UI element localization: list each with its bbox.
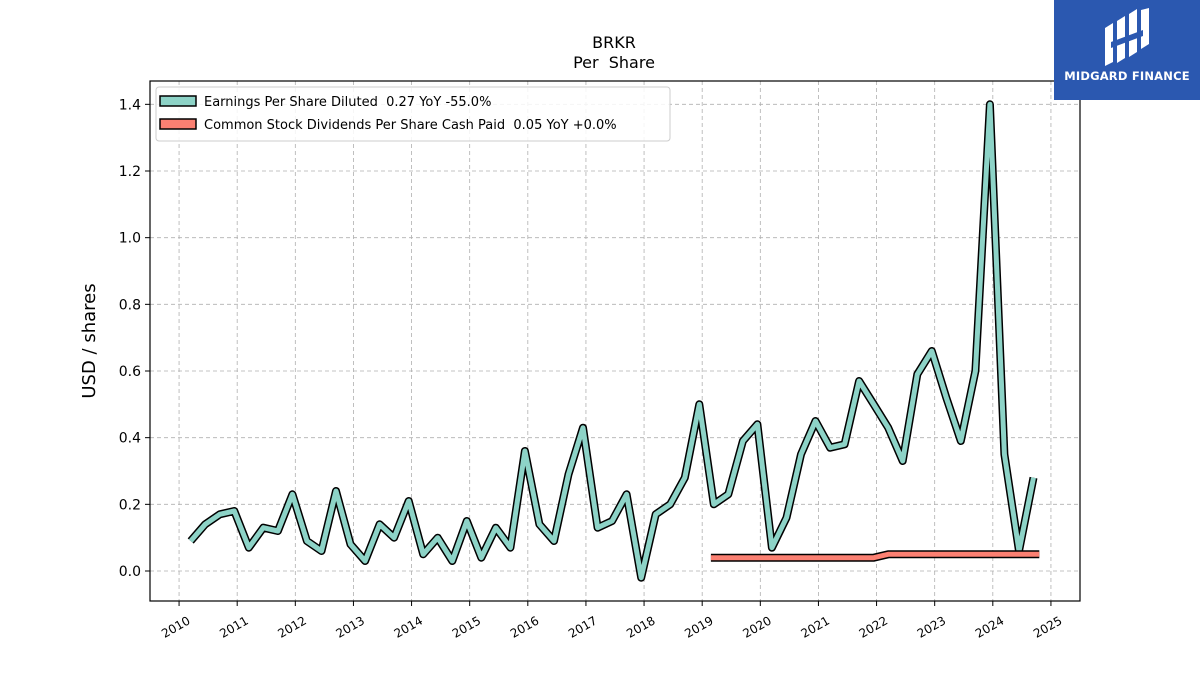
x-tick-label: 2018 xyxy=(624,613,657,640)
series-1-line xyxy=(188,101,1036,581)
y-axis-label: USD / shares xyxy=(79,283,100,398)
y-tick-label: 0.0 xyxy=(119,564,141,580)
legend-label: Earnings Per Share Diluted 0.27 YoY -55.… xyxy=(204,95,491,110)
x-tick-label: 2023 xyxy=(915,613,948,640)
x-tick-label: 2017 xyxy=(566,613,599,640)
series-1-outline xyxy=(187,100,1038,582)
logo-text: MIDGARD FINANCE xyxy=(1064,69,1190,83)
x-tick-label: 2021 xyxy=(798,613,831,640)
x-tick-label: 2024 xyxy=(973,613,1006,640)
chart-subtitle: Per Share xyxy=(573,53,655,72)
legend-box xyxy=(155,86,671,142)
y-tick-label: 0.4 xyxy=(119,431,141,447)
x-tick-label: 2013 xyxy=(333,613,366,640)
logo-mark-icon xyxy=(1105,8,1149,66)
y-tick-label: 1.4 xyxy=(119,97,141,113)
legend-swatch xyxy=(159,95,197,107)
x-tick-label: 2025 xyxy=(1031,613,1064,640)
x-tick-label: 2016 xyxy=(508,613,541,640)
x-tick-label: 2010 xyxy=(159,613,192,640)
y-tick-label: 1.0 xyxy=(119,231,141,247)
grid xyxy=(150,81,1080,601)
y-tick-label: 0.6 xyxy=(119,364,141,380)
series-2-line xyxy=(710,551,1040,561)
legend-label: Common Stock Dividends Per Share Cash Pa… xyxy=(204,118,617,133)
series-layer xyxy=(187,100,1040,582)
x-tick-label: 2011 xyxy=(217,613,250,640)
y-axis: 0.0 0.2 0.4 0.6 0.8 1.0 1.2 1.4 xyxy=(119,97,150,580)
legend-swatch xyxy=(159,118,197,130)
x-tick-label: 2020 xyxy=(740,613,773,640)
chart-title: BRKR xyxy=(592,33,636,52)
x-tick-label: 2019 xyxy=(682,613,715,640)
x-axis: 2010 2011 2012 2013 2014 2015 2016 2017 2018 2019… xyxy=(159,601,1064,641)
x-tick-label: 2014 xyxy=(392,613,425,640)
x-tick-label: 2022 xyxy=(857,613,890,640)
plot-frame xyxy=(149,80,1081,602)
y-tick-label: 0.2 xyxy=(119,497,141,513)
x-tick-label: 2012 xyxy=(275,613,308,640)
y-tick-label: 0.8 xyxy=(119,297,141,313)
brand-logo: MIDGARD FINANCE xyxy=(1054,0,1200,100)
legend: Earnings Per Share Diluted 0.27 YoY -55.… xyxy=(155,86,671,142)
x-tick-label: 2015 xyxy=(450,613,483,640)
y-tick-label: 1.2 xyxy=(119,164,141,180)
